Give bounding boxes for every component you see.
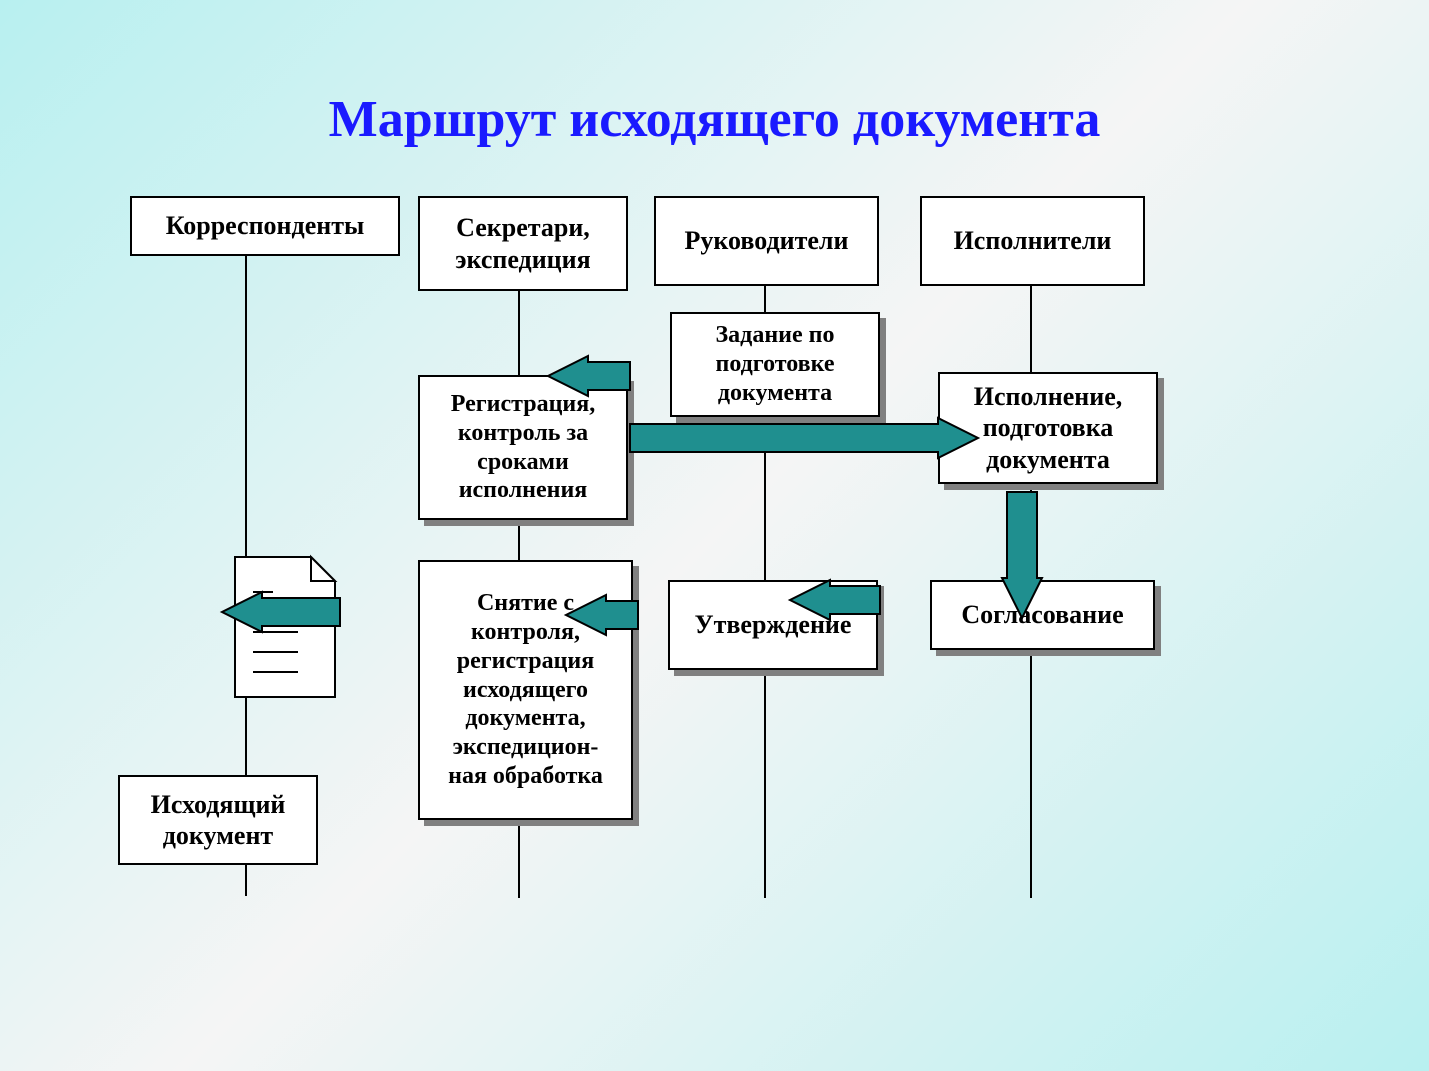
arrow-approval-to-conf <box>790 580 880 620</box>
arrow-conf-to-dereg <box>566 595 638 635</box>
slide-title: Маршрут исходящего документа <box>0 90 1429 149</box>
column-header-executors: Исполнители <box>920 196 1145 286</box>
column-header-correspondents: Корреспонденты <box>130 196 400 256</box>
arrow-task-to-reg <box>548 356 630 396</box>
node-task: Задание поподготовкедокумента <box>670 312 880 417</box>
column-header-secretaries: Секретари,экспедиция <box>418 196 628 291</box>
arrow-dereg-to-doc <box>222 592 340 632</box>
arrow-reg-to-exec <box>630 418 978 458</box>
node-registration: Регистрация,контроль засрокамиисполнения <box>418 375 628 520</box>
slide: Маршрут исходящего документа Корреспонде… <box>0 0 1429 1071</box>
column-header-managers: Руководители <box>654 196 879 286</box>
arrow-exec-to-approval <box>1002 492 1042 618</box>
node-outgoing: Исходящийдокумент <box>118 775 318 865</box>
node-approval: Согласование <box>930 580 1155 650</box>
